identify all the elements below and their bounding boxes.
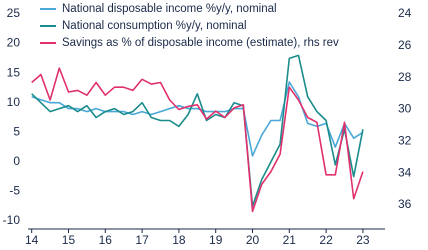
y-tick-label: -10 bbox=[3, 213, 21, 227]
y2-tick-label: 24 bbox=[398, 6, 412, 20]
legend-bg bbox=[36, 1, 381, 17]
x-tick-label: 16 bbox=[99, 233, 113, 247]
y-tick-label: 25 bbox=[7, 6, 21, 20]
x-tick-label: 14 bbox=[25, 233, 39, 247]
legend-label: Savings as % of disposable income (estim… bbox=[62, 37, 339, 49]
y-tick-label: 20 bbox=[7, 36, 21, 50]
series-line bbox=[31, 54, 364, 207]
y-tick-label: 10 bbox=[7, 95, 21, 109]
y-tick-label: 5 bbox=[13, 124, 20, 138]
x-tick-label: 15 bbox=[62, 233, 76, 247]
x-tick-label: 18 bbox=[172, 233, 186, 247]
series-line bbox=[31, 67, 364, 213]
y2-tick-label: 36 bbox=[398, 197, 412, 211]
y-tick-label: 0 bbox=[13, 154, 20, 168]
y-tick-label: 15 bbox=[7, 65, 21, 79]
y2-tick-label: 34 bbox=[398, 165, 412, 179]
y2-tick-label: 28 bbox=[398, 70, 412, 84]
x-tick-label: 19 bbox=[209, 233, 223, 247]
x-tick-label: 22 bbox=[319, 233, 333, 247]
legend-label: National consumption %y/y, nominal bbox=[62, 20, 247, 32]
legend-bg bbox=[36, 35, 381, 51]
y2-tick-label: 30 bbox=[398, 102, 412, 116]
legend-bg bbox=[36, 18, 381, 34]
y-tick-label: -5 bbox=[9, 184, 20, 198]
y2-tick-label: 26 bbox=[398, 38, 412, 52]
x-tick-label: 17 bbox=[135, 233, 149, 247]
y2-tick-label: 32 bbox=[398, 134, 412, 148]
x-tick-label: 21 bbox=[283, 233, 297, 247]
series-line bbox=[31, 81, 364, 157]
x-tick-label: 20 bbox=[246, 233, 260, 247]
x-tick-label: 23 bbox=[356, 233, 370, 247]
legend-label: National disposable income %y/y, nominal bbox=[62, 3, 277, 15]
